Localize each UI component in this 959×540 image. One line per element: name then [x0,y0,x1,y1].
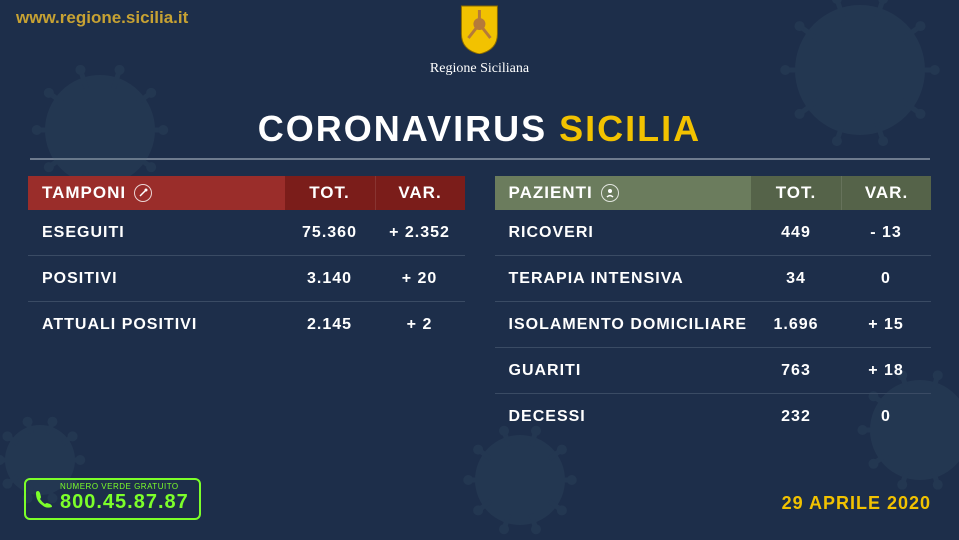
row-var: 0 [841,270,931,288]
row-var: + 2.352 [375,224,465,242]
pazienti-table: PAZIENTI TOT. VAR. RICOVERI449- 13TERAPI… [495,176,932,440]
row-label: POSITIVI [28,270,285,288]
table-row: TERAPIA INTENSIVA340 [495,256,932,302]
col-tot-header: TOT. [285,176,375,210]
table-row: ATTUALI POSITIVI2.145+ 2 [28,302,465,348]
row-tot: 232 [751,408,841,426]
report-date: 29 APRILE 2020 [782,493,931,514]
row-tot: 34 [751,270,841,288]
row-label: ISOLAMENTO DOMICILIARE [495,316,752,334]
phone-number: 800.45.87.87 [60,491,189,513]
row-label: DECESSI [495,408,752,426]
row-tot: 2.145 [285,316,375,334]
row-tot: 3.140 [285,270,375,288]
row-var: + 2 [375,316,465,334]
row-label: TERAPIA INTENSIVA [495,270,752,288]
col-var-header: VAR. [375,176,465,210]
tamponi-table: TAMPONI TOT. VAR. ESEGUITI75.360+ 2.352P… [28,176,465,440]
col-tot-header: TOT. [751,176,841,210]
source-url: www.regione.sicilia.it [16,8,188,27]
row-label: RICOVERI [495,224,752,242]
col-var-header: VAR. [841,176,931,210]
swab-icon [134,184,152,202]
table-row: POSITIVI3.140+ 20 [28,256,465,302]
row-label: GUARITI [495,362,752,380]
table-title-cell: TAMPONI [28,176,285,210]
row-tot: 763 [751,362,841,380]
table-row: GUARITI763+ 18 [495,348,932,394]
table-header: PAZIENTI TOT. VAR. [495,176,932,210]
org-name: Regione Siciliana [430,61,529,77]
table-row: RICOVERI449- 13 [495,210,932,256]
shield-icon [459,4,501,54]
phone-label: NUMERO VERDE GRATUITO [60,482,189,491]
row-var: + 18 [841,362,931,380]
region-logo: Regione Siciliana [430,4,529,77]
person-icon [601,184,619,202]
table-row: ESEGUITI75.360+ 2.352 [28,210,465,256]
row-var: 0 [841,408,931,426]
page-header: www.regione.sicilia.it Regione Siciliana [0,0,959,100]
row-label: ESEGUITI [28,224,285,242]
row-tot: 75.360 [285,224,375,242]
table-title: PAZIENTI [509,183,593,203]
table-title: TAMPONI [42,183,126,203]
row-tot: 449 [751,224,841,242]
table-row: DECESSI2320 [495,394,932,440]
row-var: + 15 [841,316,931,334]
row-var: + 20 [375,270,465,288]
table-row: ISOLAMENTO DOMICILIARE1.696+ 15 [495,302,932,348]
phone-box: NUMERO VERDE GRATUITO 800.45.87.87 [24,478,201,520]
table-title-cell: PAZIENTI [495,176,752,210]
phone-icon [34,489,54,509]
row-label: ATTUALI POSITIVI [28,316,285,334]
row-var: - 13 [841,224,931,242]
data-tables: TAMPONI TOT. VAR. ESEGUITI75.360+ 2.352P… [0,160,959,440]
row-tot: 1.696 [751,316,841,334]
table-header: TAMPONI TOT. VAR. [28,176,465,210]
